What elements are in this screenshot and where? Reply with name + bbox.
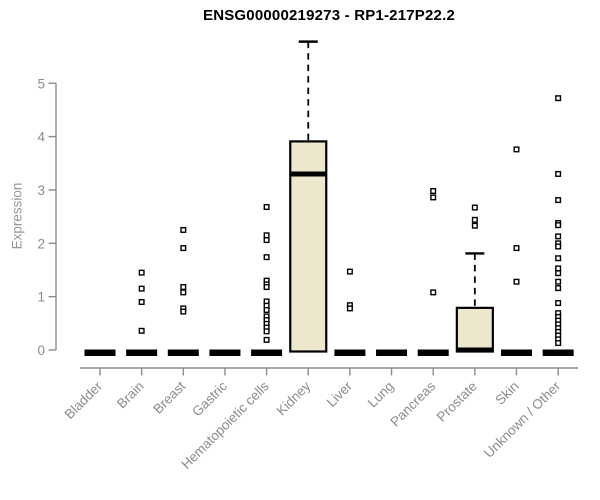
outlier-point xyxy=(263,232,270,239)
outlier-point xyxy=(263,204,270,211)
outlier-point xyxy=(513,146,520,153)
collapsed-box xyxy=(334,349,366,356)
outlier-point xyxy=(430,188,437,195)
outlier-point xyxy=(138,298,145,305)
outlier-point xyxy=(555,243,562,250)
outlier-point xyxy=(471,216,478,223)
collapsed-box xyxy=(417,349,449,356)
outlier-point xyxy=(471,204,478,211)
outlier-point xyxy=(555,340,562,347)
outlier-point xyxy=(180,289,187,296)
x-tick-label: Unknown / Other xyxy=(481,378,564,461)
outlier-point xyxy=(555,270,562,277)
outlier-point xyxy=(430,194,437,201)
x-tick-label: Kidney xyxy=(274,378,314,418)
outlier-point xyxy=(180,245,187,252)
outlier-point xyxy=(513,278,520,285)
y-tick-label: 1 xyxy=(37,290,45,305)
outlier-point xyxy=(263,254,270,261)
x-tick-label: Skin xyxy=(492,379,521,408)
outlier-point xyxy=(555,300,562,307)
x-tick-label: Brain xyxy=(114,379,147,412)
collapsed-box xyxy=(376,349,408,356)
outlier-point xyxy=(138,327,145,334)
x-tick-label: Lung xyxy=(365,379,397,411)
outlier-point xyxy=(346,305,353,312)
outlier-point xyxy=(263,237,270,244)
outlier-point xyxy=(263,306,270,313)
collapsed-box xyxy=(209,349,241,356)
outlier-point xyxy=(180,226,187,233)
collapsed-box xyxy=(167,349,199,356)
x-tick-label: Pancreas xyxy=(387,378,438,429)
outlier-point xyxy=(263,328,270,335)
outlier-point xyxy=(346,268,353,275)
x-tick-label: Liver xyxy=(324,378,356,410)
outlier-point xyxy=(180,284,187,291)
outlier-point xyxy=(555,222,562,229)
outlier-point xyxy=(513,245,520,252)
collapsed-box xyxy=(84,349,116,356)
collapsed-box xyxy=(542,349,574,356)
chart-title: ENSG00000219273 - RP1-217P22.2 xyxy=(202,7,455,24)
outlier-point xyxy=(555,285,562,292)
y-tick-label: 0 xyxy=(37,343,45,358)
outlier-point xyxy=(430,289,437,296)
x-tick-label: Prostate xyxy=(434,379,480,425)
outlier-point xyxy=(138,285,145,292)
collapsed-box xyxy=(251,349,283,356)
outlier-point xyxy=(555,170,562,177)
outlier-point xyxy=(555,95,562,102)
outlier-point xyxy=(263,284,270,291)
y-tick-label: 2 xyxy=(37,236,45,251)
outlier-point xyxy=(138,269,145,276)
outlier-point xyxy=(263,336,270,343)
outlier-point xyxy=(555,278,562,285)
y-tick-label: 5 xyxy=(37,76,45,91)
collapsed-box xyxy=(501,349,532,356)
box xyxy=(455,306,494,353)
outlier-point xyxy=(180,308,187,315)
y-tick-label: 3 xyxy=(37,183,45,198)
x-tick-label: Breast xyxy=(150,378,188,416)
outlier-point xyxy=(555,255,562,262)
collapsed-box xyxy=(126,349,158,356)
outlier-point xyxy=(555,265,562,272)
x-tick-label: Gastric xyxy=(189,378,230,419)
x-tick-label: Bladder xyxy=(62,378,106,422)
y-tick-label: 4 xyxy=(37,130,45,145)
outlier-point xyxy=(471,222,478,229)
outlier-point xyxy=(555,233,562,240)
outlier-point xyxy=(555,197,562,204)
